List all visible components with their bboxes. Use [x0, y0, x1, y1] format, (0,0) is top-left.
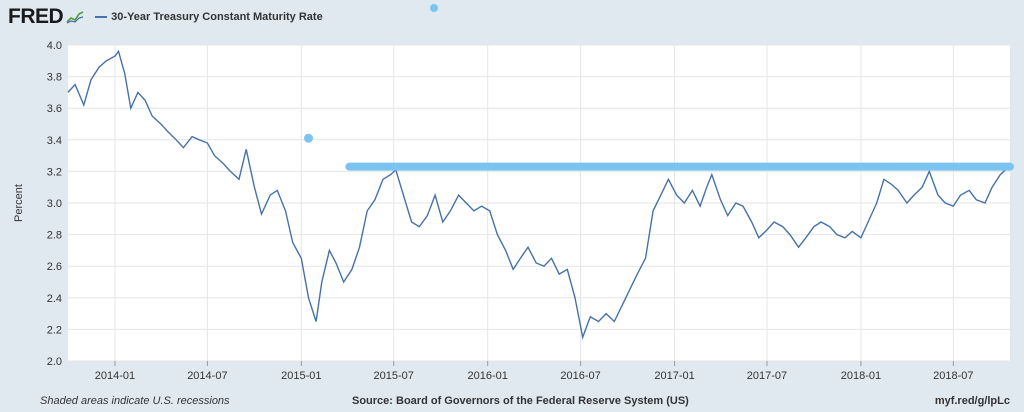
trend-line-icon [65, 9, 86, 25]
top-annotation-dot [430, 4, 438, 12]
y-tick-label: 3.6 [47, 103, 62, 115]
y-tick-label: 2.0 [47, 356, 62, 368]
x-tick-label: 2017-01 [654, 370, 694, 382]
x-tick-label: 2018-01 [841, 370, 881, 382]
series-line-30yr-treasury [67, 49, 1008, 340]
y-tick-label: 3.0 [47, 198, 62, 210]
y-axis-label: Percent [13, 184, 25, 222]
recessions-note: Shaded areas indicate U.S. recessions [40, 395, 230, 407]
short-link[interactable]: myf.red/g/lpLc [934, 395, 1010, 407]
x-tick-label: 2017-07 [747, 370, 787, 382]
fred-logo: FRED [8, 5, 64, 28]
x-tick-label: 2016-01 [468, 370, 508, 382]
x-tick-label: 2016-07 [560, 370, 600, 382]
y-tick-label: 4.0 [47, 40, 62, 52]
y-tick-label: 2.6 [47, 261, 62, 273]
y-tick-label: 3.8 [47, 72, 62, 84]
y-axis-ticks: 2.0 2.2 2.4 2.6 2.8 3.0 3.2 3.4 3.6 3.8 4.0 [47, 40, 62, 368]
y-tick-label: 3.4 [47, 135, 62, 147]
y-tick-label: 2.2 [47, 324, 62, 336]
x-tick-label: 2014-07 [187, 370, 227, 382]
x-tick-label: 2014-01 [95, 370, 135, 382]
legend[interactable]: 30-Year Treasury Constant Maturity Rate [95, 11, 323, 23]
gridlines [68, 44, 1010, 362]
x-tick-label: 2018-07 [933, 370, 973, 382]
y-tick-label: 2.4 [47, 293, 62, 305]
x-axis-ticks: 2014-01 2014-07 2015-01 2015-07 2016-01 2016-… [95, 361, 974, 382]
annotations [303, 133, 1014, 171]
legend-label: 30-Year Treasury Constant Maturity Rate [111, 11, 323, 23]
y-tick-label: 2.8 [47, 230, 62, 242]
header: FRED 30-Year Treasury Constant Maturity … [8, 4, 323, 30]
y-tick-label: 3.2 [47, 166, 62, 178]
x-tick-label: 2015-07 [374, 370, 414, 382]
legend-swatch [95, 16, 108, 18]
source-note: Source: Board of Governors of the Federa… [352, 395, 689, 407]
annotation-dot [303, 133, 313, 143]
x-tick-label: 2015-01 [281, 370, 321, 382]
